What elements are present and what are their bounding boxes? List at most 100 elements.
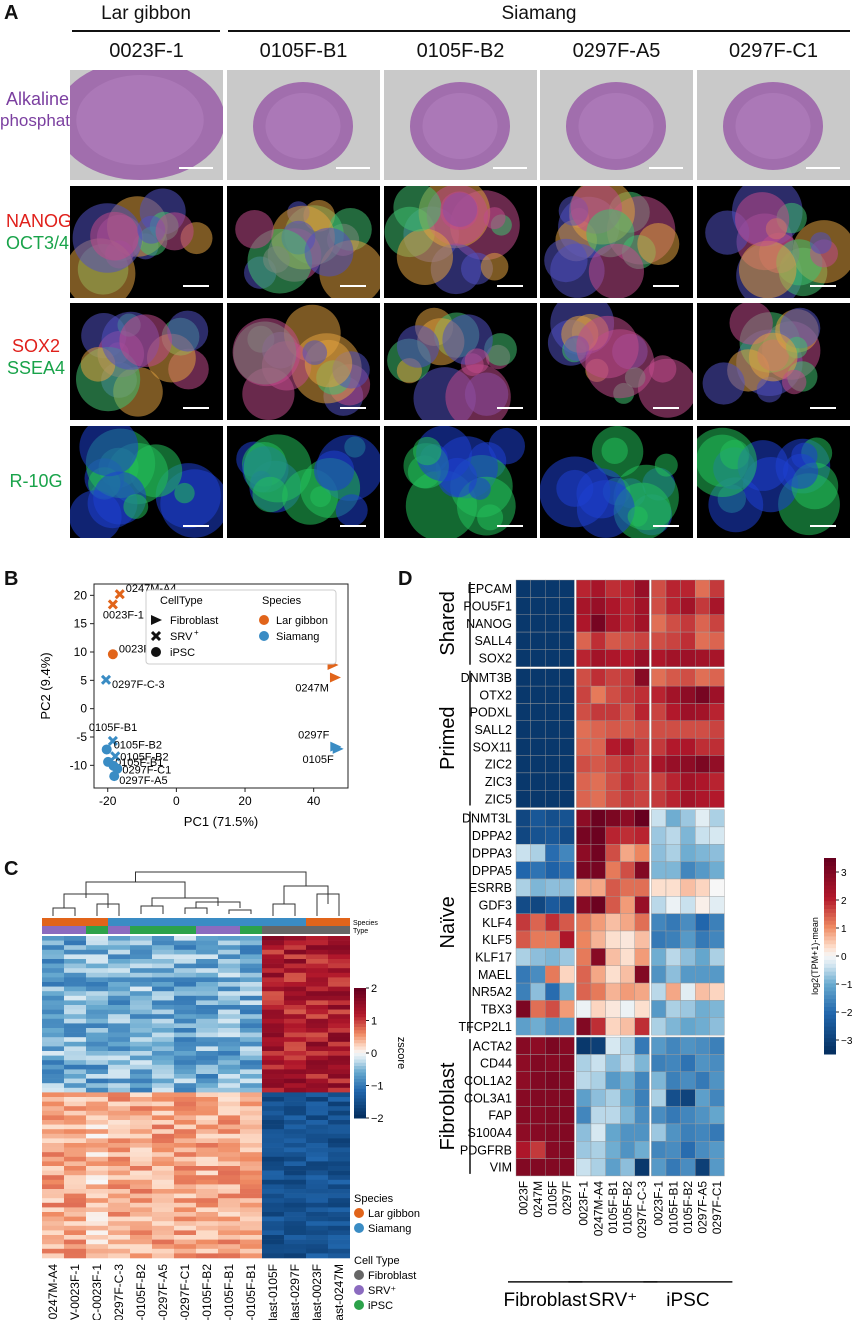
cluster-heatmap-cell — [64, 1101, 86, 1107]
cluster-heatmap-cell — [284, 1046, 306, 1052]
gene-label: SOX2 — [479, 652, 512, 666]
heatmap-cell — [515, 861, 531, 880]
heatmap-cell — [680, 703, 696, 722]
colorbar-tick-label: 1 — [841, 924, 847, 935]
y-tick-label: 20 — [74, 588, 88, 602]
heatmap-cell — [544, 737, 560, 756]
heatmap-cell — [634, 720, 650, 739]
colorbar-segment — [824, 1022, 836, 1028]
micrograph-image — [76, 310, 209, 417]
heatmap-cell — [680, 649, 696, 667]
cluster-heatmap-cell — [42, 1120, 64, 1125]
cluster-heatmap-cell — [130, 1041, 152, 1047]
heatmap-cell — [590, 1089, 606, 1107]
cluster-heatmap-cell — [64, 1014, 86, 1020]
cluster-heatmap-cell — [42, 1046, 64, 1052]
cluster-heatmap-cell — [262, 977, 284, 983]
cluster-heatmap-cell — [306, 1018, 328, 1024]
column-label: 0297F-C1 — [710, 1181, 724, 1235]
gene-label: ZIC5 — [485, 792, 512, 806]
cluster-heatmap-cell — [262, 1074, 284, 1079]
heatmap-cell — [559, 1054, 575, 1073]
cluster-heatmap-cell — [306, 1014, 328, 1020]
cluster-heatmap-cell — [262, 991, 284, 997]
cluster-heatmap-cell — [284, 1097, 306, 1102]
cluster-heatmap-cell — [86, 1032, 108, 1038]
cluster-heatmap-cell — [240, 972, 262, 978]
heatmap-cell — [680, 1054, 696, 1073]
cluster-heatmap-cell — [108, 991, 130, 997]
cluster-heatmap-cell — [152, 1184, 174, 1190]
heatmap-cell — [530, 668, 546, 687]
cluster-heatmap-cell — [174, 1064, 196, 1070]
heatmap-cell — [544, 755, 560, 774]
cluster-heatmap-cell — [64, 1143, 86, 1148]
legend-fib-dot — [354, 1270, 364, 1280]
heatmap-cell — [695, 1141, 711, 1159]
cluster-heatmap-cell — [130, 1198, 152, 1204]
heatmap-cell — [530, 1141, 546, 1159]
heatmap-cell — [665, 737, 681, 756]
cluster-heatmap-cell — [196, 959, 218, 964]
cluster-heatmap-cell — [108, 963, 130, 969]
cluster-heatmap-cell — [86, 1235, 108, 1240]
cluster-heatmap-cell — [42, 936, 64, 941]
heatmap-cell — [634, 844, 650, 862]
zscore-colorbar-segment — [354, 1095, 366, 1099]
colorbar-segment — [824, 1046, 836, 1051]
colorbar-segment — [824, 912, 836, 918]
species-bar-cell — [86, 918, 108, 926]
cluster-heatmap-cell — [130, 1078, 152, 1084]
heatmap-cell — [590, 826, 606, 845]
cluster-heatmap-cell — [328, 1198, 350, 1204]
cluster-heatmap-cell — [42, 1143, 64, 1148]
cluster-heatmap-cell — [86, 1087, 108, 1093]
heatmap-cell — [590, 1158, 606, 1177]
cluster-heatmap-cell — [130, 1147, 152, 1153]
heatmap-cell — [651, 965, 667, 984]
cluster-heatmap-cell — [152, 1069, 174, 1075]
heatmap-cell — [619, 597, 635, 615]
cluster-heatmap-cell — [152, 1101, 174, 1107]
cluster-heatmap-cell — [64, 1055, 86, 1061]
heatmap-cell — [619, 965, 635, 984]
cluster-heatmap-cell — [86, 1244, 108, 1250]
cluster-heatmap-cell — [130, 1202, 152, 1208]
colorbar-segment — [824, 924, 836, 930]
cluster-heatmap-cell — [262, 1207, 284, 1213]
cluster-heatmap-cell — [218, 936, 240, 941]
zscore-colorbar-segment — [354, 1075, 366, 1080]
cluster-heatmap-cell — [42, 1166, 64, 1171]
cluster-heatmap-cell — [262, 1161, 284, 1167]
cluster-heatmap-cell — [64, 968, 86, 974]
cluster-heatmap-cell — [42, 1129, 64, 1135]
sample-label: iPSC-0297F-C1 — [178, 1264, 192, 1320]
cluster-heatmap-cell — [86, 1170, 108, 1176]
colorbar-segment — [824, 905, 836, 910]
cluster-heatmap-cell — [218, 977, 240, 983]
heatmap-cell — [544, 844, 560, 862]
cluster-heatmap-cell — [328, 1064, 350, 1070]
cluster-heatmap-cell — [306, 1235, 328, 1240]
heatmap-cell — [530, 1054, 546, 1073]
heatmap-cell — [634, 1141, 650, 1159]
colony-blob — [445, 364, 511, 420]
heatmap-cell — [559, 1000, 575, 1018]
cluster-heatmap-cell — [174, 1166, 196, 1171]
cluster-heatmap-cell — [130, 1189, 152, 1194]
heatmap-cell — [665, 913, 681, 932]
cluster-heatmap-cell — [306, 936, 328, 941]
legend-ipsc: iPSC — [170, 647, 195, 659]
colony-blob — [79, 426, 139, 477]
cluster-heatmap-cell — [218, 1046, 240, 1052]
heatmap-cell — [665, 685, 681, 704]
cluster-heatmap-cell — [86, 1207, 108, 1213]
heatmap-cell — [530, 844, 546, 862]
cluster-heatmap-cell — [218, 972, 240, 978]
cluster-heatmap-cell — [42, 1184, 64, 1190]
heatmap-cell — [544, 1089, 560, 1107]
cluster-heatmap-cell — [240, 1005, 262, 1010]
cluster-heatmap-cell — [108, 972, 130, 978]
cluster-heatmap-cell — [42, 1175, 64, 1181]
cluster-heatmap-cell — [152, 1216, 174, 1222]
